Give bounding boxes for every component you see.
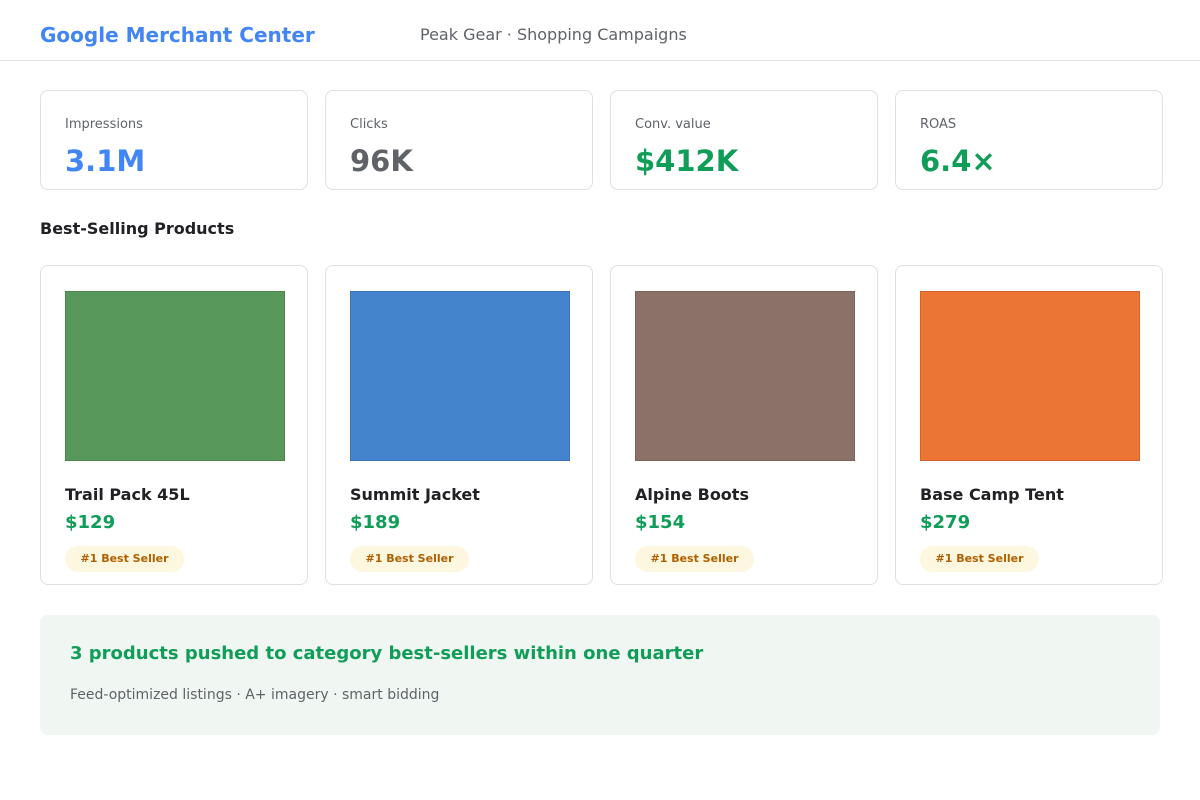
- product-name: Trail Pack 45L: [65, 485, 190, 504]
- product-image: [920, 291, 1140, 461]
- product-price: $279: [920, 512, 971, 533]
- kpi-card-conv-value: Conv. value $412K: [610, 90, 878, 190]
- kpi-value: 3.1M: [65, 144, 146, 178]
- section-title: Best-Selling Products: [40, 219, 235, 238]
- product-card-trail-pack[interactable]: Trail Pack 45L $129 #1 Best Seller: [40, 265, 308, 585]
- kpi-value: $412K: [635, 144, 739, 178]
- best-seller-badge: #1 Best Seller: [350, 546, 469, 572]
- kpi-label: Conv. value: [635, 117, 711, 132]
- kpi-card-impressions: Impressions 3.1M: [40, 90, 308, 190]
- kpi-value: 96K: [350, 144, 413, 178]
- kpi-label: Clicks: [350, 117, 388, 132]
- banner-title: 3 products pushed to category best-selle…: [70, 643, 704, 664]
- product-name: Base Camp Tent: [920, 485, 1064, 504]
- product-name: Summit Jacket: [350, 485, 480, 504]
- best-seller-badge: #1 Best Seller: [920, 546, 1039, 572]
- product-price: $154: [635, 512, 686, 533]
- banner-subtitle: Feed-optimized listings · A+ imagery · s…: [70, 687, 440, 703]
- product-image: [350, 291, 570, 461]
- product-name: Alpine Boots: [635, 485, 749, 504]
- account-subtitle: Peak Gear · Shopping Campaigns: [420, 25, 687, 44]
- brand-logo[interactable]: Google Merchant Center: [40, 23, 315, 47]
- top-header: Google Merchant Center Peak Gear · Shopp…: [0, 0, 1200, 61]
- product-price: $189: [350, 512, 401, 533]
- kpi-card-clicks: Clicks 96K: [325, 90, 593, 190]
- best-seller-badge: #1 Best Seller: [635, 546, 754, 572]
- product-card-alpine-boots[interactable]: Alpine Boots $154 #1 Best Seller: [610, 265, 878, 585]
- results-banner: 3 products pushed to category best-selle…: [40, 615, 1160, 735]
- product-image: [65, 291, 285, 461]
- kpi-label: ROAS: [920, 117, 957, 132]
- kpi-value: 6.4×: [920, 144, 996, 178]
- product-image: [635, 291, 855, 461]
- product-price: $129: [65, 512, 116, 533]
- kpi-card-roas: ROAS 6.4×: [895, 90, 1163, 190]
- product-card-base-camp-tent[interactable]: Base Camp Tent $279 #1 Best Seller: [895, 265, 1163, 585]
- best-seller-badge: #1 Best Seller: [65, 546, 184, 572]
- kpi-label: Impressions: [65, 117, 143, 132]
- product-card-summit-jacket[interactable]: Summit Jacket $189 #1 Best Seller: [325, 265, 593, 585]
